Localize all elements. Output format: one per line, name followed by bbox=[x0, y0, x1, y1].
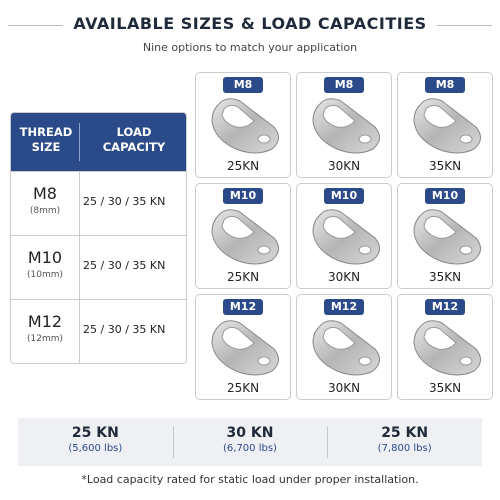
size-badge: M12 bbox=[425, 299, 465, 315]
summary-bar: 25 KN (5,600 lbs) 30 KN (6,700 lbs) 25 KN (7,… bbox=[18, 418, 482, 466]
thread-size: M10 bbox=[27, 248, 63, 267]
size-badge: M8 bbox=[324, 77, 364, 93]
size-card: M8 25KN bbox=[195, 72, 291, 178]
size-card: M12 30KN bbox=[296, 294, 392, 400]
size-badge: M8 bbox=[425, 77, 465, 93]
hanger-image bbox=[312, 98, 380, 154]
thread-mm: (10mm) bbox=[26, 270, 63, 280]
divider bbox=[327, 426, 329, 458]
summary-cell: 30 KN (6,700 lbs) bbox=[173, 418, 328, 466]
summary-value: 25 KN bbox=[381, 425, 429, 441]
size-badge: M10 bbox=[324, 188, 364, 204]
capacity: 25 / 30 / 35 KN bbox=[83, 259, 166, 272]
size-card: M8 35KN bbox=[397, 72, 493, 178]
hanger-image bbox=[211, 98, 279, 154]
divider bbox=[79, 300, 80, 363]
summary-cell: 25 KN (5,600 lbs) bbox=[18, 418, 173, 466]
size-card: M10 25KN bbox=[195, 183, 291, 289]
hanger-image bbox=[413, 98, 481, 154]
card-label: 30KN bbox=[327, 270, 361, 284]
subtitle: Nine options to match your application bbox=[142, 41, 358, 54]
summary-lbs: (7,800 lbs) bbox=[377, 443, 432, 454]
divider bbox=[79, 172, 80, 235]
size-badge: M12 bbox=[324, 299, 364, 315]
summary-value: 25 KN bbox=[71, 425, 119, 441]
size-badge: M10 bbox=[425, 188, 465, 204]
hanger-image bbox=[211, 209, 279, 265]
thread-mm: (8mm) bbox=[29, 206, 61, 216]
hanger-image bbox=[413, 320, 481, 376]
thread-size: M12 bbox=[27, 312, 63, 331]
capacity: 25 / 30 / 35 KN bbox=[83, 195, 166, 208]
size-card: M10 30KN bbox=[296, 183, 392, 289]
divider bbox=[79, 236, 80, 299]
size-card: M12 35KN bbox=[397, 294, 493, 400]
summary-lbs: (6,700 lbs) bbox=[223, 443, 277, 454]
column-header: LOAD CAPACITY bbox=[102, 125, 166, 154]
card-label: 30KN bbox=[327, 381, 361, 395]
card-label: 25KN bbox=[226, 159, 260, 173]
table-row: M10 (10mm) 25 / 30 / 35 KN bbox=[11, 235, 186, 299]
size-badge: M12 bbox=[223, 299, 263, 315]
thread-size: M8 bbox=[33, 184, 57, 203]
summary-value: 30 KN bbox=[226, 425, 274, 441]
size-card: M8 30KN bbox=[296, 72, 392, 178]
card-label: 35KN bbox=[428, 381, 462, 395]
card-label: 35KN bbox=[428, 159, 462, 173]
footnote: *Load capacity rated for static load und… bbox=[81, 473, 419, 486]
size-badge: M10 bbox=[223, 188, 263, 204]
capacity: 25 / 30 / 35 KN bbox=[83, 323, 166, 336]
column-header: THREAD SIZE bbox=[19, 125, 73, 154]
title-rule bbox=[437, 25, 492, 26]
hanger-image bbox=[211, 320, 279, 376]
table-row: M12 (12mm) 25 / 30 / 35 KN bbox=[11, 299, 186, 363]
summary-cell: 25 KN (7,800 lbs) bbox=[327, 418, 482, 466]
hanger-image bbox=[312, 209, 380, 265]
card-label: 25KN bbox=[226, 381, 260, 395]
table-row: M8 (8mm) 25 / 30 / 35 KN bbox=[11, 171, 186, 235]
size-table: THREAD SIZE LOAD CAPACITY M8 (8mm) 25 / 30… bbox=[10, 112, 187, 364]
thread-mm: (12mm) bbox=[26, 334, 63, 344]
title: AVAILABLE SIZES & LOAD CAPACITIES bbox=[73, 14, 427, 33]
size-card: M12 25KN bbox=[195, 294, 291, 400]
summary-lbs: (5,600 lbs) bbox=[68, 443, 123, 454]
card-label: 35KN bbox=[428, 270, 462, 284]
size-card: M10 35KN bbox=[397, 183, 493, 289]
size-badge: M8 bbox=[223, 77, 263, 93]
table-header: THREAD SIZE LOAD CAPACITY bbox=[11, 113, 186, 171]
divider bbox=[172, 426, 174, 458]
card-label: 25KN bbox=[226, 270, 260, 284]
title-rule bbox=[8, 25, 63, 26]
card-label: 30KN bbox=[327, 159, 361, 173]
hanger-image bbox=[413, 209, 481, 265]
hanger-image bbox=[312, 320, 380, 376]
